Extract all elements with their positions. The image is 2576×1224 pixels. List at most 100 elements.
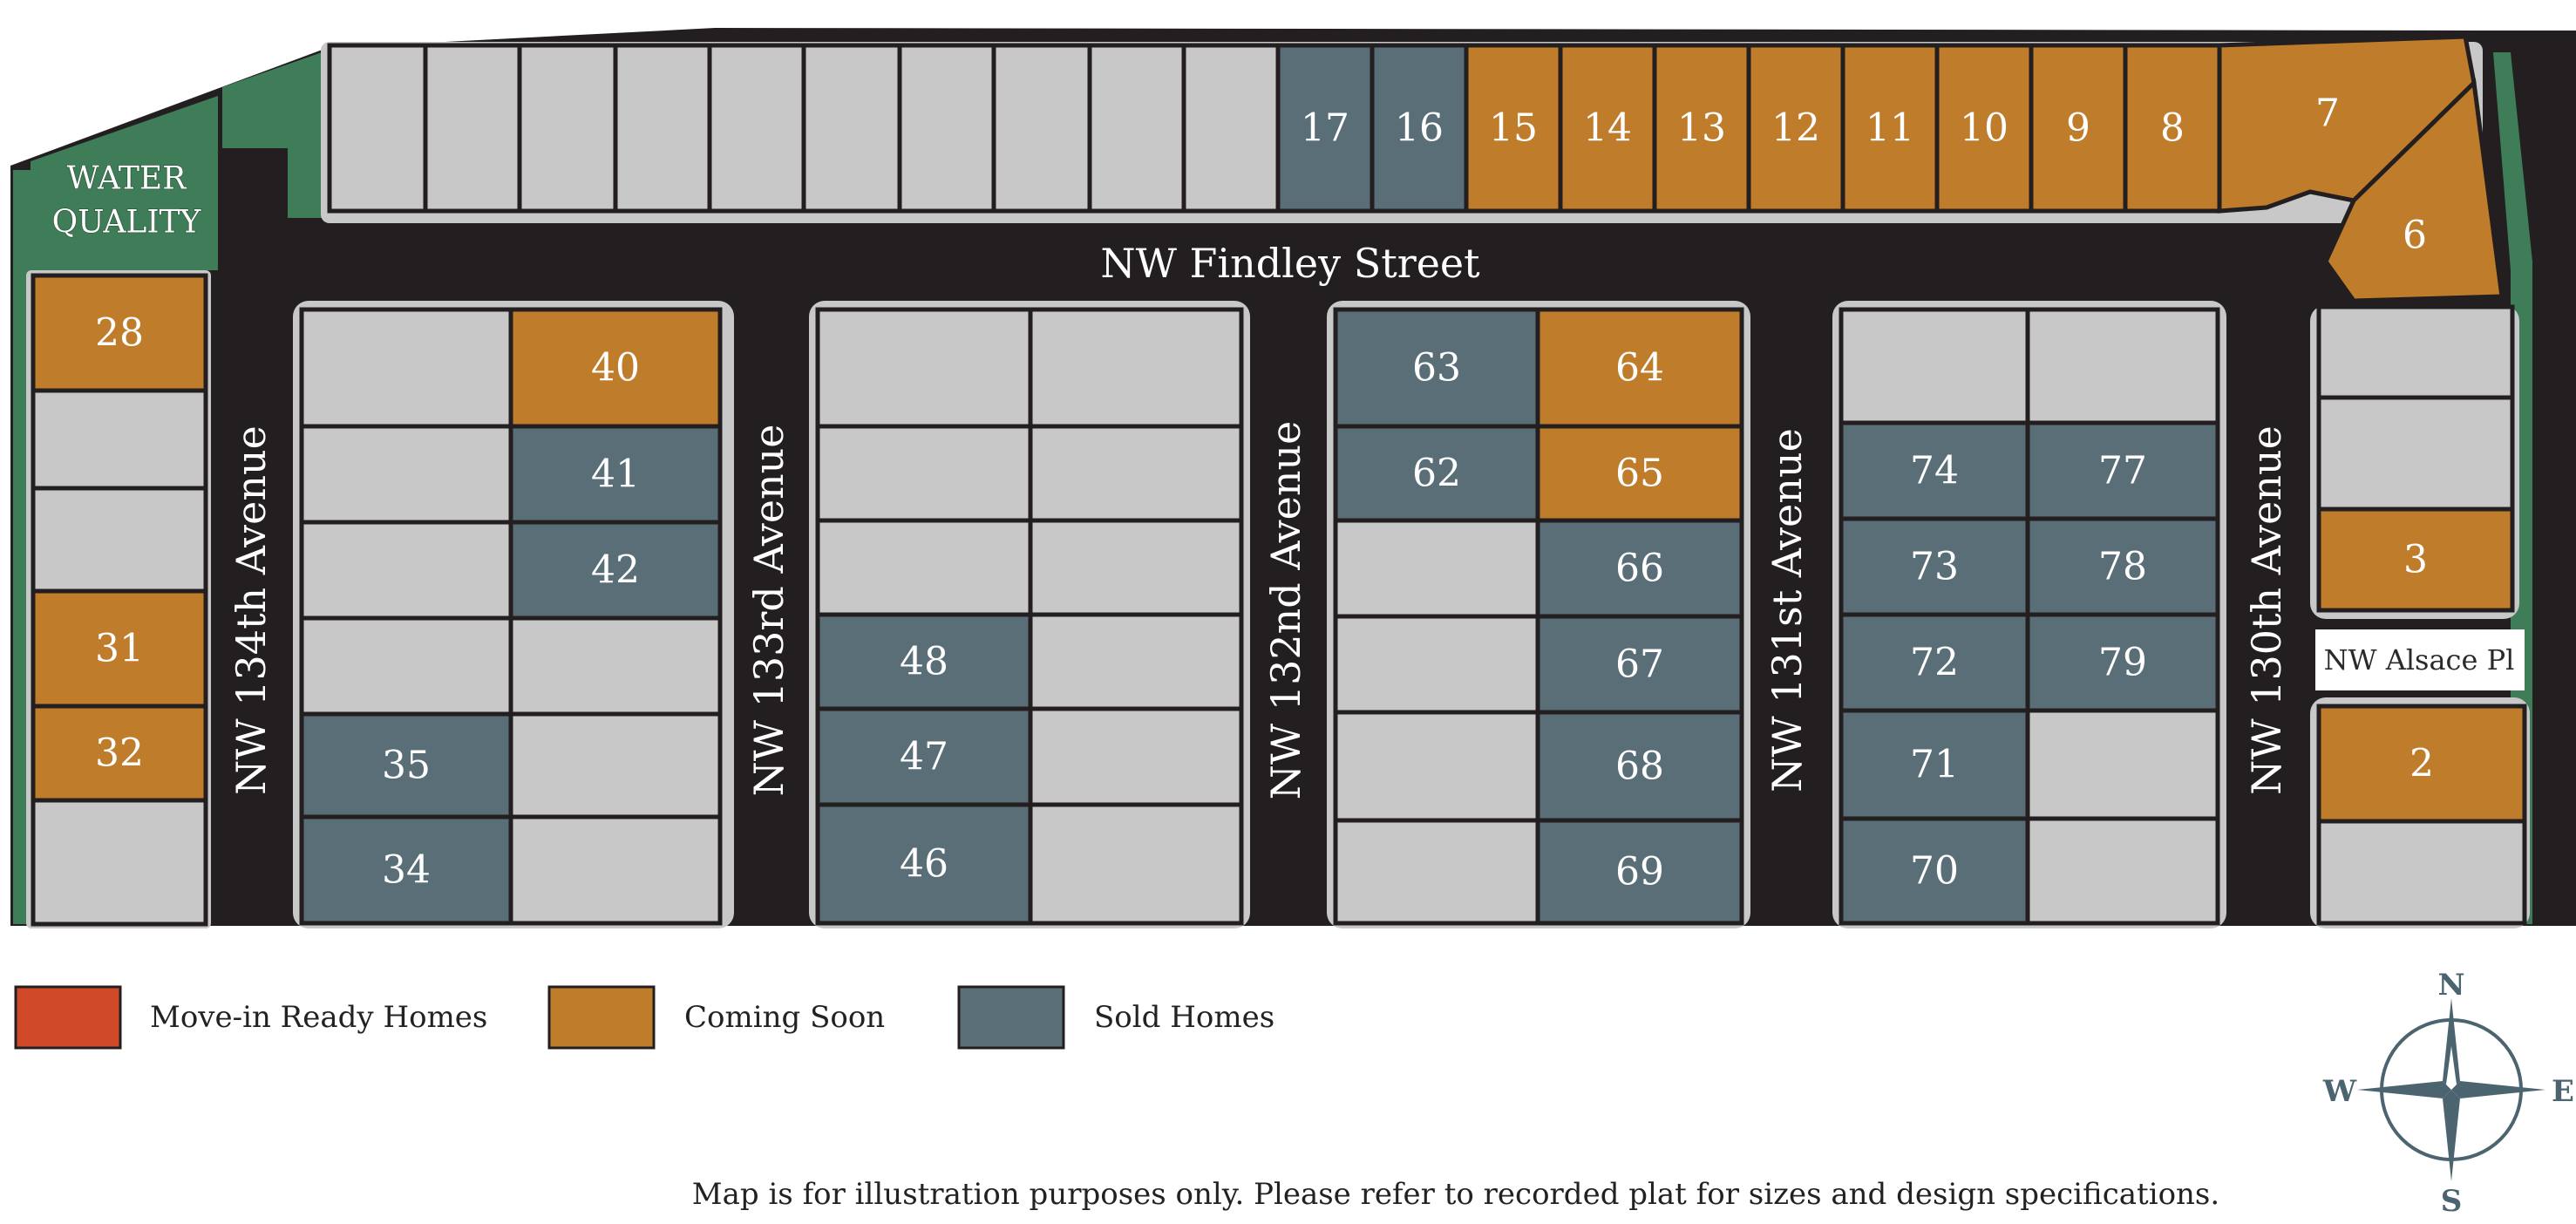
compass-rose-icon: N S E W [2322, 968, 2574, 1219]
lot-available-21[interactable] [1333, 614, 1540, 715]
lot-9-number: 9 [2066, 106, 2090, 151]
lot-available-10[interactable] [508, 814, 723, 926]
lot-available-7[interactable] [299, 615, 513, 717]
lot-available-12[interactable] [1028, 307, 1244, 429]
lot-35[interactable] [299, 711, 513, 819]
water-quality-label-line1: WATER [67, 161, 187, 197]
lot-available-18[interactable] [1028, 706, 1244, 807]
lot-32[interactable] [31, 704, 208, 803]
lot-available-17[interactable] [1028, 612, 1244, 711]
lot-66[interactable] [1535, 518, 1744, 619]
lot-7[interactable] [2217, 34, 2477, 214]
lot-13-number: 13 [1677, 106, 1726, 151]
lot-available-13[interactable] [815, 424, 1033, 523]
lot-17[interactable] [1275, 43, 1375, 214]
lot-47-number: 47 [900, 735, 948, 779]
lot-46[interactable] [815, 802, 1033, 926]
lot-available-26[interactable] [2025, 708, 2220, 821]
lot-40[interactable] [508, 307, 723, 429]
lot-available-15[interactable] [815, 518, 1033, 617]
lot-available-25[interactable] [2025, 307, 2220, 425]
lot-available-top-1[interactable] [327, 43, 428, 214]
lot-11[interactable] [1840, 43, 1940, 214]
lot-77[interactable] [2025, 420, 2220, 521]
lot-available-8[interactable] [508, 615, 723, 717]
lot-available-16[interactable] [1028, 518, 1244, 617]
lot-available-11[interactable] [815, 307, 1033, 429]
lot-14[interactable] [1558, 43, 1657, 214]
lot-15-number: 15 [1489, 106, 1538, 151]
lot-6[interactable] [2323, 78, 2505, 303]
lot-available-top-9[interactable] [1087, 43, 1186, 214]
lot-70-number: 70 [1910, 849, 1959, 894]
street-label-nw-133rd-avenue: NW 133rd Avenue [745, 424, 792, 796]
lot-47[interactable] [815, 706, 1033, 807]
legend-swatch-move-in-ready [14, 985, 122, 1050]
lot-72[interactable] [1839, 612, 2030, 713]
lot-available-6[interactable] [299, 520, 513, 621]
lot-available-14[interactable] [1028, 424, 1244, 523]
compass-s: S [2441, 1184, 2463, 1219]
lot-34[interactable] [299, 814, 513, 926]
lot-available-19[interactable] [1028, 802, 1244, 926]
lot-16[interactable] [1370, 43, 1469, 214]
lot-48[interactable] [815, 612, 1033, 711]
lot-available-top-8[interactable] [991, 43, 1092, 214]
lot-64[interactable] [1535, 307, 1744, 429]
lot-available-23[interactable] [1333, 818, 1540, 926]
lot-3-number: 3 [2403, 538, 2428, 582]
lot-available-24[interactable] [1839, 307, 2030, 425]
lot-69[interactable] [1535, 818, 1744, 926]
street-label-nw-130th-avenue: NW 130th Avenue [2243, 425, 2290, 795]
lot-available-20[interactable] [1333, 518, 1540, 619]
top-row-lots [327, 43, 1281, 214]
lot-71[interactable] [1839, 708, 2030, 821]
lot-available-5[interactable] [299, 424, 513, 525]
lot-63[interactable] [1333, 307, 1540, 429]
lot-2[interactable] [2316, 704, 2527, 824]
lot-3[interactable] [2316, 507, 2515, 613]
lot-70[interactable] [1839, 816, 2030, 926]
lot-72-number: 72 [1910, 641, 1959, 685]
lot-8[interactable] [2123, 43, 2222, 214]
lot-available-22[interactable] [1333, 710, 1540, 823]
lot-31[interactable] [31, 588, 208, 709]
lot-69-number: 69 [1615, 850, 1664, 894]
lot-available-3[interactable] [31, 798, 208, 927]
lot-available-28[interactable] [2316, 304, 2515, 400]
lot-9[interactable] [2029, 43, 2128, 214]
lot-67[interactable] [1535, 614, 1744, 715]
lot-available-top-3[interactable] [517, 43, 618, 214]
lot-42[interactable] [508, 520, 723, 621]
lot-available-top-4[interactable] [613, 43, 712, 214]
lot-78[interactable] [2025, 516, 2220, 617]
compass-n: N [2437, 968, 2464, 1003]
lot-available-top-10[interactable] [1181, 43, 1281, 214]
street-label-nw-alsace-pl: NW Alsace Pl [2324, 643, 2515, 677]
lot-available-1[interactable] [31, 388, 208, 498]
lot-62-number: 62 [1412, 452, 1461, 496]
lot-6-number: 6 [2403, 214, 2427, 258]
lot-available-top-7[interactable] [897, 43, 996, 214]
lot-available-9[interactable] [508, 711, 723, 819]
lot-62[interactable] [1333, 424, 1540, 523]
lot-31-number: 31 [95, 627, 144, 671]
lot-available-27[interactable] [2025, 816, 2220, 926]
lot-available-29[interactable] [2316, 395, 2515, 512]
lot-available-4[interactable] [299, 307, 513, 429]
lot-12-number: 12 [1771, 106, 1820, 151]
lot-7-number: 7 [2315, 92, 2340, 136]
green-wedge [222, 51, 327, 218]
lot-available-top-2[interactable] [423, 43, 522, 214]
lot-65-number: 65 [1615, 452, 1664, 496]
lot-28-number: 28 [95, 311, 144, 356]
legend-label-sold: Sold Homes [1094, 1000, 1274, 1035]
lot-11-number: 11 [1866, 106, 1914, 151]
lot-79[interactable] [2025, 612, 2220, 713]
legend-swatch-coming-soon [547, 985, 656, 1050]
lot-available-top-6[interactable] [801, 43, 902, 214]
lot-available-top-5[interactable] [707, 43, 806, 214]
lot-available-2[interactable] [31, 486, 208, 594]
lot-28[interactable] [31, 273, 208, 393]
lot-available-30[interactable] [2316, 819, 2527, 926]
